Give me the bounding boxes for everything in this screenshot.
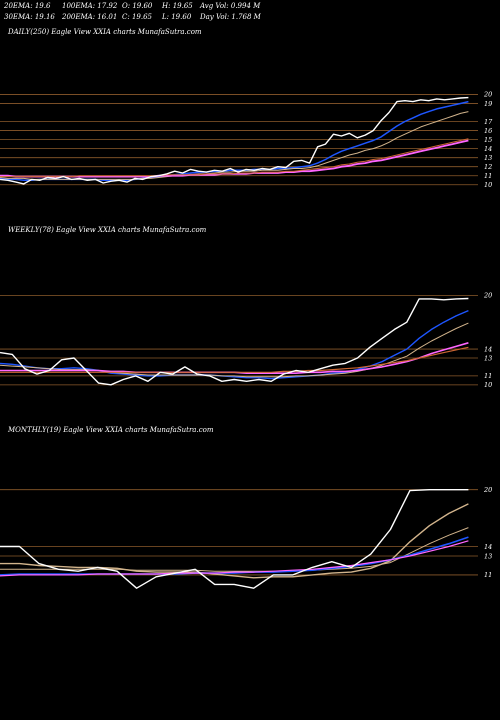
price-tick-label: 20 xyxy=(483,292,492,300)
header-ema20: 20EMA: 19.6 xyxy=(4,2,51,10)
monthly-chart-title: MONTHLY(19) Eagle View XXIA charts Munaf… xyxy=(8,426,214,434)
header-low: L: 19.60 xyxy=(162,13,192,21)
price-tick-label: 14 xyxy=(484,145,492,153)
price-tick-label: 13 xyxy=(484,154,492,162)
price-line xyxy=(0,489,469,589)
20ema-line xyxy=(0,100,469,182)
ema-1-line xyxy=(0,503,469,579)
weekly-chart-title: WEEKLY(78) Eagle View XXIA charts Munafa… xyxy=(8,226,207,234)
daily-chart-title: DAILY(250) Eagle View XXIA charts Munafa… xyxy=(8,28,202,36)
price-tick-label: 11 xyxy=(484,372,492,380)
header-day-vol: Day Vol: 1.768 M xyxy=(200,13,261,21)
price-tick-label: 11 xyxy=(484,571,492,579)
price-tick-label: 16 xyxy=(484,127,492,135)
price-tick-label: 20 xyxy=(483,486,492,494)
header-ema100: 100EMA: 17.92 xyxy=(62,2,118,10)
ema-4-line xyxy=(0,540,469,577)
price-tick-label: 13 xyxy=(484,354,492,362)
200ema-line xyxy=(0,138,469,178)
price-tick-label: 12 xyxy=(484,163,492,171)
price-tick-label: 14 xyxy=(484,345,492,353)
header-avg-vol: Avg Vol: 0.994 M xyxy=(200,2,261,10)
price-line xyxy=(0,96,469,185)
price-tick-label: 10 xyxy=(484,381,492,389)
ema-1-line xyxy=(0,309,469,380)
header-ema30: 30EMA: 19.16 xyxy=(4,13,55,21)
header-ema200: 200EMA: 16.01 xyxy=(62,13,118,21)
30ema-line xyxy=(0,111,469,180)
price-line xyxy=(0,297,469,386)
ema-2-line xyxy=(0,527,469,572)
price-tick-label: 13 xyxy=(484,552,492,560)
price-tick-label: 11 xyxy=(484,172,492,180)
price-tick-label: 17 xyxy=(484,118,493,126)
price-tick-label: 20 xyxy=(483,91,492,99)
price-tick-label: 14 xyxy=(484,543,492,551)
price-tick-label: 10 xyxy=(484,181,492,189)
ema-4-line xyxy=(0,346,469,373)
price-tick-label: 15 xyxy=(484,136,492,144)
header-open: O: 19.60 xyxy=(122,2,153,10)
header-high: H: 19.65 xyxy=(162,2,193,10)
price-tick-label: 19 xyxy=(484,100,492,108)
header-close: C: 19.65 xyxy=(122,13,152,21)
ema-2-line xyxy=(0,322,469,378)
